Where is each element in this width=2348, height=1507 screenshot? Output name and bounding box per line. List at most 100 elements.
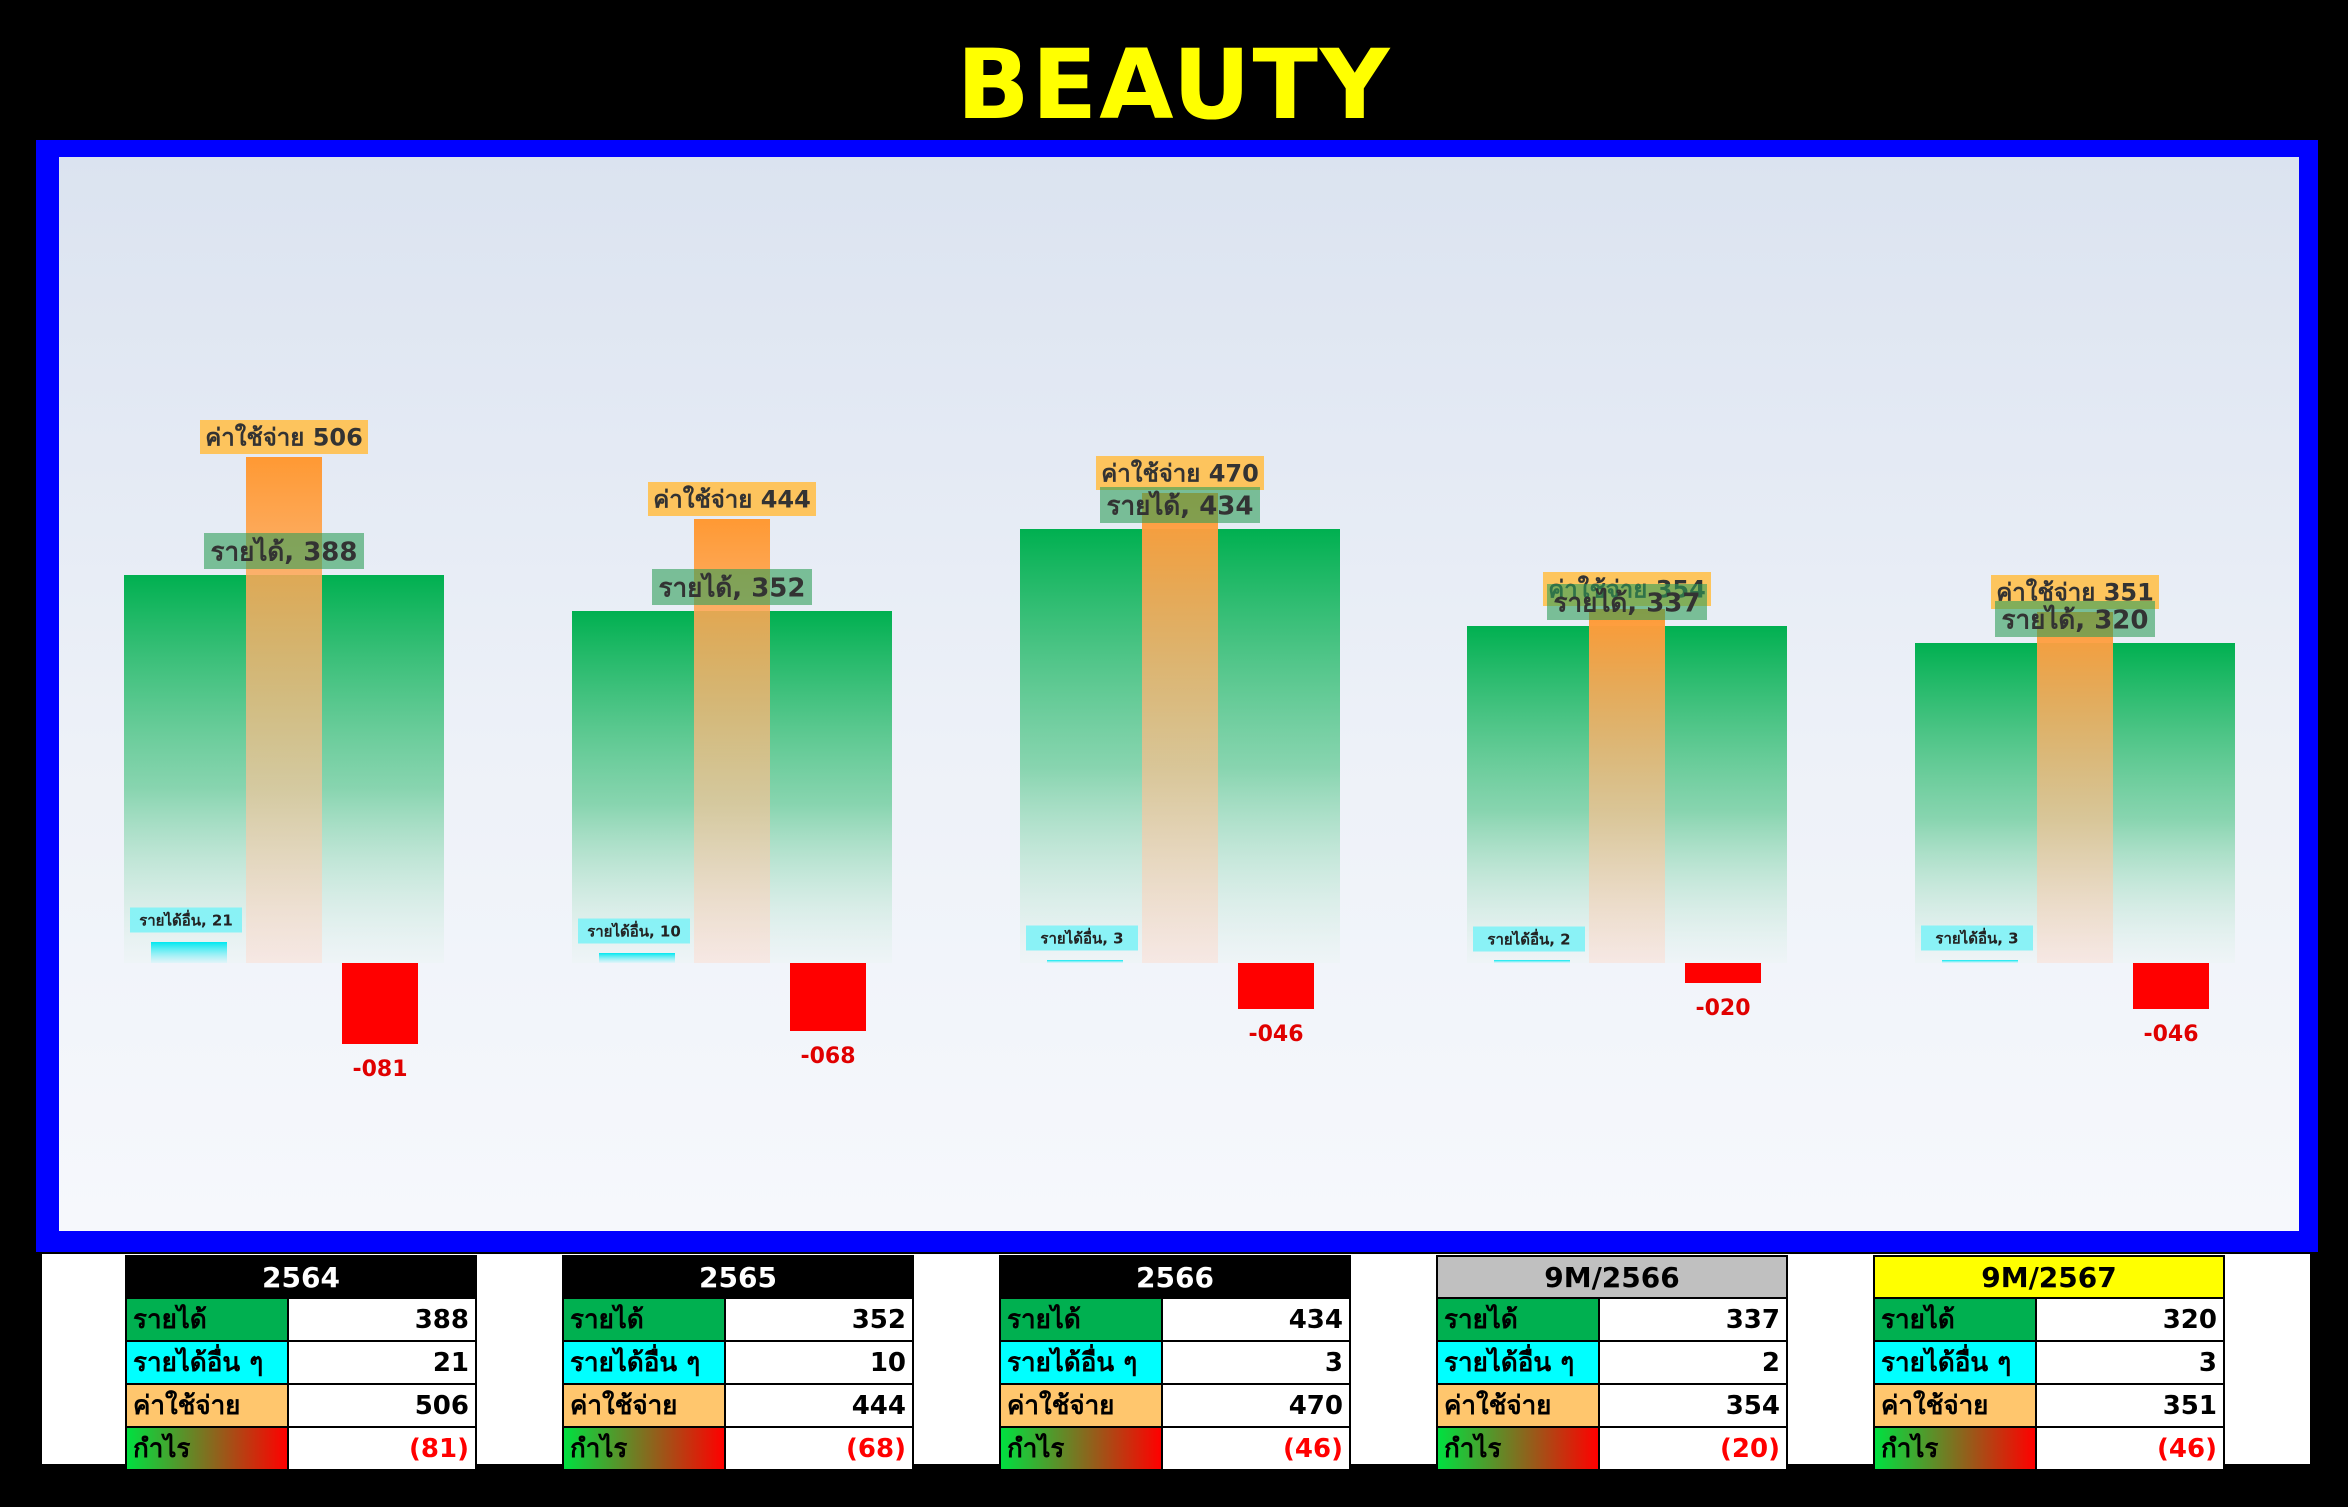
table-row: รายได้อื่น ๆ 21 <box>125 1340 477 1385</box>
income-data-label: รายได้, 434 <box>1100 487 1260 523</box>
profit-data-label-text: -081 <box>352 1057 407 1082</box>
table-row: กำไร (68) <box>562 1426 914 1471</box>
row-value-expense: 470 <box>1161 1383 1351 1428</box>
row-label-expense: ค่าใช้จ่าย <box>125 1383 289 1428</box>
table-row: รายได้ 388 <box>125 1297 477 1342</box>
table-row: กำไร (46) <box>999 1426 1351 1471</box>
row-label-expense: ค่าใช้จ่าย <box>1873 1383 2037 1428</box>
table-row: กำไร (46) <box>1873 1426 2225 1471</box>
income-data-label-text: รายได้, 320 <box>2002 603 2149 635</box>
row-value-income: 388 <box>287 1297 477 1342</box>
row-value-other-income: 10 <box>724 1340 914 1385</box>
row-label-income: รายได้ <box>999 1297 1163 1342</box>
income-data-label-text: รายได้, 388 <box>211 535 358 567</box>
row-label-profit: กำไร <box>1436 1426 1600 1471</box>
row-label-income: รายได้ <box>1873 1297 2037 1342</box>
income-data-label-text: รายได้, 337 <box>1554 586 1701 618</box>
table-row: ค่าใช้จ่าย 354 <box>1436 1383 1788 1428</box>
summary-table: 9M/2567 รายได้ 320 รายได้อื่น ๆ 3 ค่าใช้จ่าย 3… <box>1873 1255 2225 1471</box>
expense-bar <box>2037 612 2113 963</box>
profit-bar <box>2133 963 2209 1009</box>
other-income-bar <box>1047 960 1123 963</box>
table-row: ค่าใช้จ่าย 351 <box>1873 1383 2225 1428</box>
other-income-data-label-text: รายได้อื่น, 2 <box>1487 928 1570 948</box>
summary-table: 2564 รายได้ 388 รายได้อื่น ๆ 21 ค่าใช้จ่าย 506… <box>125 1255 477 1471</box>
row-label-other-income: รายได้อื่น ๆ <box>1436 1340 1600 1385</box>
income-data-label-text: รายได้, 352 <box>659 571 806 603</box>
expense-bar <box>1142 493 1218 963</box>
other-income-bar <box>1494 960 1570 963</box>
profit-data-label-text: -046 <box>2143 1022 2198 1047</box>
chart-title: BEAUTY <box>956 29 1392 141</box>
income-data-label: รายได้, 337 <box>1547 584 1707 620</box>
table-row: ค่าใช้จ่าย 470 <box>999 1383 1351 1428</box>
row-label-profit: กำไร <box>125 1426 289 1471</box>
profit-data-label: -068 <box>800 1044 855 1069</box>
row-value-income: 352 <box>724 1297 914 1342</box>
expense-data-label: ค่าใช้จ่าย 444 <box>648 482 816 516</box>
other-income-data-label: รายได้อื่น, 10 <box>578 918 690 944</box>
row-value-other-income: 2 <box>1598 1340 1788 1385</box>
other-income-data-label-text: รายได้อื่น, 3 <box>1935 927 2018 947</box>
row-value-other-income: 3 <box>2035 1340 2225 1385</box>
summary-table-header: 9M/2566 <box>1436 1255 1788 1299</box>
summary-table-header: 2565 <box>562 1255 914 1299</box>
row-label-profit: กำไร <box>1873 1426 2037 1471</box>
profit-bar <box>1238 963 1314 1009</box>
row-value-income: 337 <box>1598 1297 1788 1342</box>
row-value-profit: (46) <box>1161 1426 1351 1471</box>
table-row: รายได้อื่น ๆ 10 <box>562 1340 914 1385</box>
other-income-bar <box>599 953 675 963</box>
expense-bar <box>246 457 322 963</box>
summary-table-header: 2566 <box>999 1255 1351 1299</box>
row-label-profit: กำไร <box>999 1426 1163 1471</box>
row-value-expense: 506 <box>287 1383 477 1428</box>
table-row: รายได้ 352 <box>562 1297 914 1342</box>
summary-table: 2566 รายได้ 434 รายได้อื่น ๆ 3 ค่าใช้จ่าย 470 ก… <box>999 1255 1351 1471</box>
other-income-bar <box>1942 960 2018 963</box>
table-row: กำไร (20) <box>1436 1426 1788 1471</box>
table-row: รายได้ 320 <box>1873 1297 2225 1342</box>
income-data-label: รายได้, 352 <box>652 569 812 605</box>
row-value-expense: 354 <box>1598 1383 1788 1428</box>
income-data-label: รายได้, 388 <box>204 533 364 569</box>
table-row: รายได้ 434 <box>999 1297 1351 1342</box>
expense-data-label: ค่าใช้จ่าย 470 <box>1096 456 1264 490</box>
row-label-income: รายได้ <box>562 1297 726 1342</box>
row-value-profit: (20) <box>1598 1426 1788 1471</box>
profit-bar <box>1685 963 1761 983</box>
table-row: ค่าใช้จ่าย 506 <box>125 1383 477 1428</box>
row-label-other-income: รายได้อื่น ๆ <box>1873 1340 2037 1385</box>
other-income-bar <box>151 942 227 963</box>
row-label-profit: กำไร <box>562 1426 726 1471</box>
expense-data-label-text: ค่าใช้จ่าย 444 <box>653 485 811 514</box>
row-value-income: 434 <box>1161 1297 1351 1342</box>
profit-data-label: -046 <box>1248 1022 1303 1047</box>
summary-table-header: 9M/2567 <box>1873 1255 2225 1299</box>
row-value-expense: 351 <box>2035 1383 2225 1428</box>
income-data-label: รายได้, 320 <box>1995 601 2155 637</box>
other-income-data-label-text: รายได้อื่น, 21 <box>139 909 233 929</box>
row-label-other-income: รายได้อื่น ๆ <box>999 1340 1163 1385</box>
row-label-other-income: รายได้อื่น ๆ <box>125 1340 289 1385</box>
row-label-income: รายได้ <box>125 1297 289 1342</box>
other-income-data-label-text: รายได้อื่น, 3 <box>1040 927 1123 947</box>
summary-table: 9M/2566 รายได้ 337 รายได้อื่น ๆ 2 ค่าใช้จ่าย 3… <box>1436 1255 1788 1471</box>
other-income-data-label: รายได้อื่น, 21 <box>130 907 242 933</box>
row-value-income: 320 <box>2035 1297 2225 1342</box>
summary-table: 2565 รายได้ 352 รายได้อื่น ๆ 10 ค่าใช้จ่าย 444… <box>562 1255 914 1471</box>
profit-data-label: -046 <box>2143 1022 2198 1047</box>
row-label-income: รายได้ <box>1436 1297 1600 1342</box>
expense-bar <box>1589 609 1665 963</box>
summary-table-header: 2564 <box>125 1255 477 1299</box>
row-value-profit: (81) <box>287 1426 477 1471</box>
expense-data-label-text: ค่าใช้จ่าย 506 <box>205 423 363 452</box>
row-label-other-income: รายได้อื่น ๆ <box>562 1340 726 1385</box>
profit-data-label-text: -068 <box>800 1044 855 1069</box>
profit-data-label: -020 <box>1695 996 1750 1021</box>
table-row: กำไร (81) <box>125 1426 477 1471</box>
expense-data-label: ค่าใช้จ่าย 506 <box>200 420 368 454</box>
